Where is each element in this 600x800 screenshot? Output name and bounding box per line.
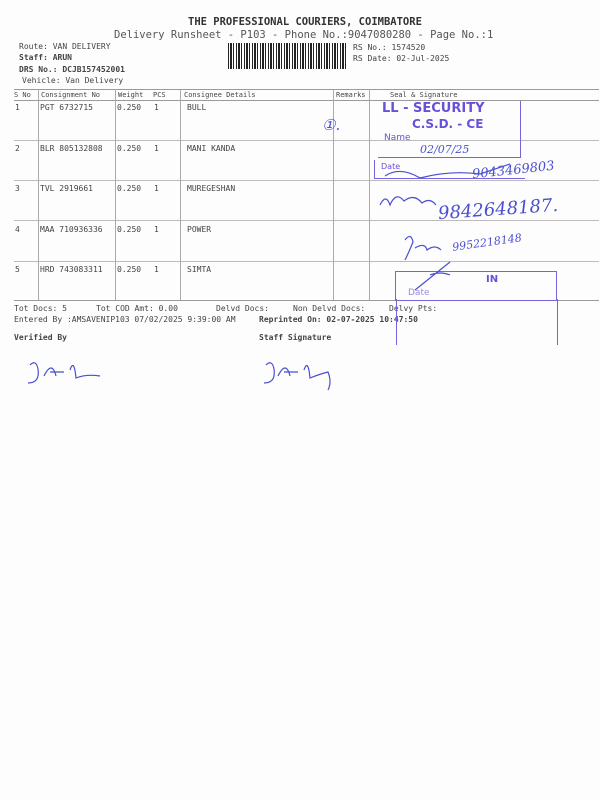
cell-consignment: MAA 710936336 [40,224,103,234]
tot-cod: Tot COD Amt: 0.00 [96,304,178,313]
stamp-date-box: Date [374,160,525,179]
row-line [14,180,599,181]
stamp-edge [396,299,397,345]
vehicle: Vehicle: Van Delivery [22,76,124,85]
col-line [369,89,370,300]
cell-consignee: MANI KANDA [187,143,236,153]
col-line [38,89,39,300]
cell-pcs: 1 [154,224,159,234]
delvy-pts: Delvy Pts: [389,304,438,313]
cell-consignee: SIMTA [187,265,212,274]
staff-signature-label: Staff Signature [259,333,332,342]
col-remarks: Remarks [336,91,366,99]
handwritten-date: 02/07/25 [420,143,470,156]
runsheet-subtitle: Delivery Runsheet - P103 - Phone No.:904… [114,29,494,41]
cell-pcs: 1 [154,143,159,153]
cell-weight: 0.250 [117,224,142,234]
cell-consignee: MUREGESHAN [187,184,236,193]
col-line [180,89,181,300]
handwritten-mark: ①. [322,116,341,134]
col-weight: Weight [118,91,144,99]
col-consignee: Consignee Details [184,91,256,99]
cell-consignment: TVL 2919661 [40,184,93,193]
staff: Staff: ARUN [19,53,72,62]
signature-scribble [404,235,442,261]
route: Route: VAN DELIVERY [19,42,111,51]
tot-docs: Tot Docs: 5 [14,304,67,313]
signature-scribble [414,261,451,291]
cell-sno: 4 [15,224,20,234]
cell-pcs: 1 [154,103,159,112]
cell-consignee: BULL [187,103,207,112]
staff-signature [263,362,331,391]
row-line [14,220,599,221]
col-line [115,89,116,300]
col-consignment: Consignment No [41,91,101,99]
cell-sno: 5 [15,265,20,274]
rs-no: RS No.: 1574520 [353,43,426,52]
verified-by-label: Verified By [14,333,67,342]
cell-weight: 0.250 [117,184,142,193]
drs-no: DRS No.: DCJB157452001 [19,65,125,74]
table-top-line [14,89,599,90]
header-bottom-line [14,100,599,101]
delvd-docs: Delvd Docs: [216,304,269,313]
entered-by: Entered By :AMSAVENIP103 07/02/2025 9:39… [14,315,236,324]
delivery-stamp: IN Date [395,271,557,301]
row-line [14,140,599,141]
cell-consignment: HRD 743083311 [40,265,103,274]
cell-weight: 0.250 [117,103,142,112]
cell-sno: 3 [15,184,20,193]
cell-weight: 0.250 [117,265,142,274]
cell-pcs: 1 [154,184,159,193]
table-bottom-line [14,300,599,301]
stamp-edge [557,299,558,345]
cell-sno: 2 [15,143,20,153]
cell-weight: 0.250 [117,143,142,153]
col-seal: Seal & Signature [390,91,458,99]
cell-pcs: 1 [154,265,159,274]
cell-consignee: POWER [187,224,212,234]
security-stamp: LL - SECURITY C.S.D. - CE Name [378,101,521,158]
barcode [228,43,348,69]
company-name: THE PROFESSIONAL COURIERS, COIMBATORE [188,16,422,28]
reprinted-on: Reprinted On: 02-07-2025 10:47:50 [259,315,418,324]
verified-signature [27,362,101,384]
signature-scribble [379,196,437,207]
row-line [14,261,599,262]
cell-consignment: PGT 6732715 [40,103,93,112]
col-sno: S No [14,91,31,99]
non-delvd-docs: Non Delvd Docs: [293,304,366,313]
col-line [333,89,334,300]
cell-consignment: BLR 805132808 [40,143,103,153]
signature-scribble [384,163,511,179]
cell-sno: 1 [15,103,20,112]
rs-date: RS Date: 02-Jul-2025 [353,54,450,63]
col-pcs: PCS [153,91,166,99]
